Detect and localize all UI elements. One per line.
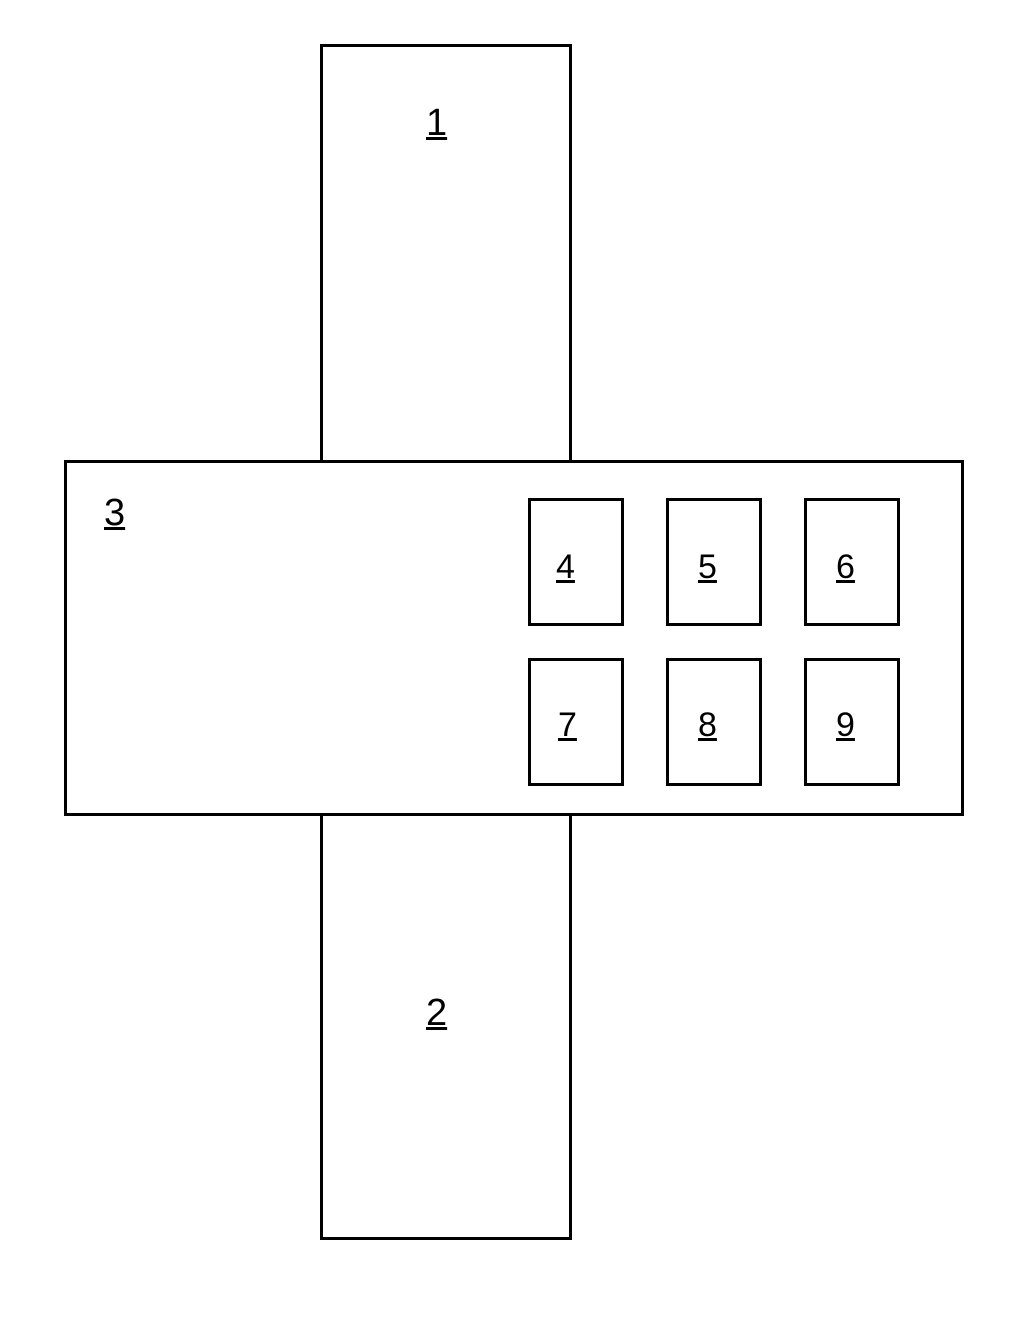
block-body-label: 3 xyxy=(104,492,125,535)
block-cell-6-label: 6 xyxy=(836,548,855,587)
block-cell-8-label: 8 xyxy=(698,706,717,745)
block-cell-9-label: 9 xyxy=(836,706,855,745)
block-cell-4-label: 4 xyxy=(556,548,575,587)
block-top-strap-label: 1 xyxy=(426,102,447,145)
block-cell-5-label: 5 xyxy=(698,548,717,587)
block-bottom-strap-label: 2 xyxy=(426,992,447,1035)
block-diagram: 3 1 2 4 5 6 7 8 9 xyxy=(0,0,1016,1334)
block-cell-7-label: 7 xyxy=(558,706,577,745)
block-cell-4 xyxy=(528,498,624,626)
